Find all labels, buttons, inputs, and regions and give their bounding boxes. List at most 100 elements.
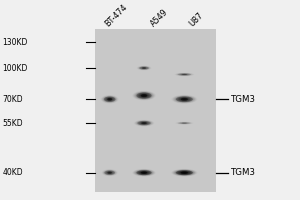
Ellipse shape: [182, 74, 187, 75]
Ellipse shape: [177, 97, 191, 102]
Ellipse shape: [107, 172, 112, 174]
Ellipse shape: [183, 99, 185, 100]
Ellipse shape: [142, 172, 146, 173]
Ellipse shape: [139, 171, 149, 174]
Ellipse shape: [180, 171, 189, 174]
Ellipse shape: [137, 121, 151, 125]
Ellipse shape: [142, 123, 146, 124]
Ellipse shape: [136, 120, 152, 126]
Text: U87: U87: [187, 11, 205, 29]
Ellipse shape: [107, 98, 112, 100]
Ellipse shape: [106, 171, 113, 174]
Ellipse shape: [103, 96, 116, 102]
Ellipse shape: [182, 98, 187, 100]
Ellipse shape: [134, 170, 154, 176]
Bar: [95, 29, 216, 192]
Ellipse shape: [138, 121, 150, 125]
Ellipse shape: [104, 170, 116, 175]
Ellipse shape: [183, 172, 185, 173]
Text: TGM3: TGM3: [231, 168, 256, 177]
Ellipse shape: [143, 172, 145, 173]
Ellipse shape: [136, 170, 152, 175]
Text: 40KD: 40KD: [2, 168, 23, 177]
Ellipse shape: [142, 67, 146, 69]
Ellipse shape: [107, 172, 112, 174]
Ellipse shape: [141, 67, 147, 69]
Ellipse shape: [176, 170, 193, 175]
Ellipse shape: [179, 73, 190, 75]
Ellipse shape: [109, 172, 110, 173]
Text: TGM3: TGM3: [231, 95, 256, 104]
Ellipse shape: [141, 67, 147, 69]
Ellipse shape: [134, 91, 154, 100]
Text: 55KD: 55KD: [2, 119, 23, 128]
Ellipse shape: [106, 98, 113, 101]
Ellipse shape: [142, 67, 146, 69]
Ellipse shape: [180, 98, 189, 101]
Ellipse shape: [182, 123, 187, 124]
Ellipse shape: [178, 73, 191, 76]
Ellipse shape: [138, 66, 150, 70]
Ellipse shape: [139, 67, 149, 70]
Ellipse shape: [174, 170, 195, 176]
Ellipse shape: [181, 98, 188, 101]
Text: 70KD: 70KD: [2, 95, 23, 104]
Ellipse shape: [104, 170, 115, 175]
Ellipse shape: [139, 93, 149, 98]
Ellipse shape: [104, 96, 116, 102]
Ellipse shape: [103, 170, 116, 176]
Ellipse shape: [106, 97, 114, 101]
Ellipse shape: [141, 122, 147, 124]
Ellipse shape: [182, 74, 187, 75]
Ellipse shape: [174, 96, 195, 103]
Ellipse shape: [136, 92, 152, 99]
Ellipse shape: [178, 171, 190, 174]
Ellipse shape: [172, 169, 196, 176]
Ellipse shape: [182, 123, 187, 124]
Ellipse shape: [140, 94, 148, 97]
Ellipse shape: [183, 74, 185, 75]
Ellipse shape: [175, 170, 194, 175]
Ellipse shape: [176, 96, 193, 102]
Ellipse shape: [180, 122, 189, 124]
Ellipse shape: [104, 170, 115, 175]
Ellipse shape: [181, 172, 188, 174]
Ellipse shape: [104, 97, 115, 102]
Ellipse shape: [143, 95, 145, 96]
Ellipse shape: [141, 122, 147, 124]
Ellipse shape: [141, 171, 147, 174]
Ellipse shape: [182, 74, 186, 75]
Ellipse shape: [139, 67, 149, 70]
Ellipse shape: [140, 122, 149, 125]
Ellipse shape: [180, 74, 189, 75]
Ellipse shape: [172, 95, 196, 103]
Text: A549: A549: [148, 8, 170, 29]
Ellipse shape: [141, 172, 147, 174]
Ellipse shape: [140, 67, 148, 69]
Ellipse shape: [182, 172, 187, 173]
Ellipse shape: [176, 96, 193, 102]
Ellipse shape: [137, 121, 151, 125]
Ellipse shape: [141, 94, 147, 97]
Ellipse shape: [142, 95, 146, 96]
Ellipse shape: [134, 92, 154, 100]
Ellipse shape: [108, 98, 111, 100]
Text: 130KD: 130KD: [2, 38, 28, 47]
Ellipse shape: [178, 97, 190, 101]
Ellipse shape: [136, 92, 152, 99]
Ellipse shape: [107, 171, 113, 174]
Ellipse shape: [139, 66, 149, 70]
Ellipse shape: [181, 123, 188, 124]
Text: BT-474: BT-474: [104, 3, 130, 29]
Text: 100KD: 100KD: [2, 64, 28, 73]
Ellipse shape: [136, 92, 152, 99]
Ellipse shape: [175, 96, 194, 102]
Ellipse shape: [141, 94, 147, 97]
Ellipse shape: [105, 97, 115, 102]
Ellipse shape: [136, 121, 152, 126]
Ellipse shape: [102, 96, 117, 103]
Ellipse shape: [108, 172, 111, 173]
Ellipse shape: [140, 122, 148, 124]
Ellipse shape: [138, 93, 150, 98]
Ellipse shape: [178, 122, 190, 124]
